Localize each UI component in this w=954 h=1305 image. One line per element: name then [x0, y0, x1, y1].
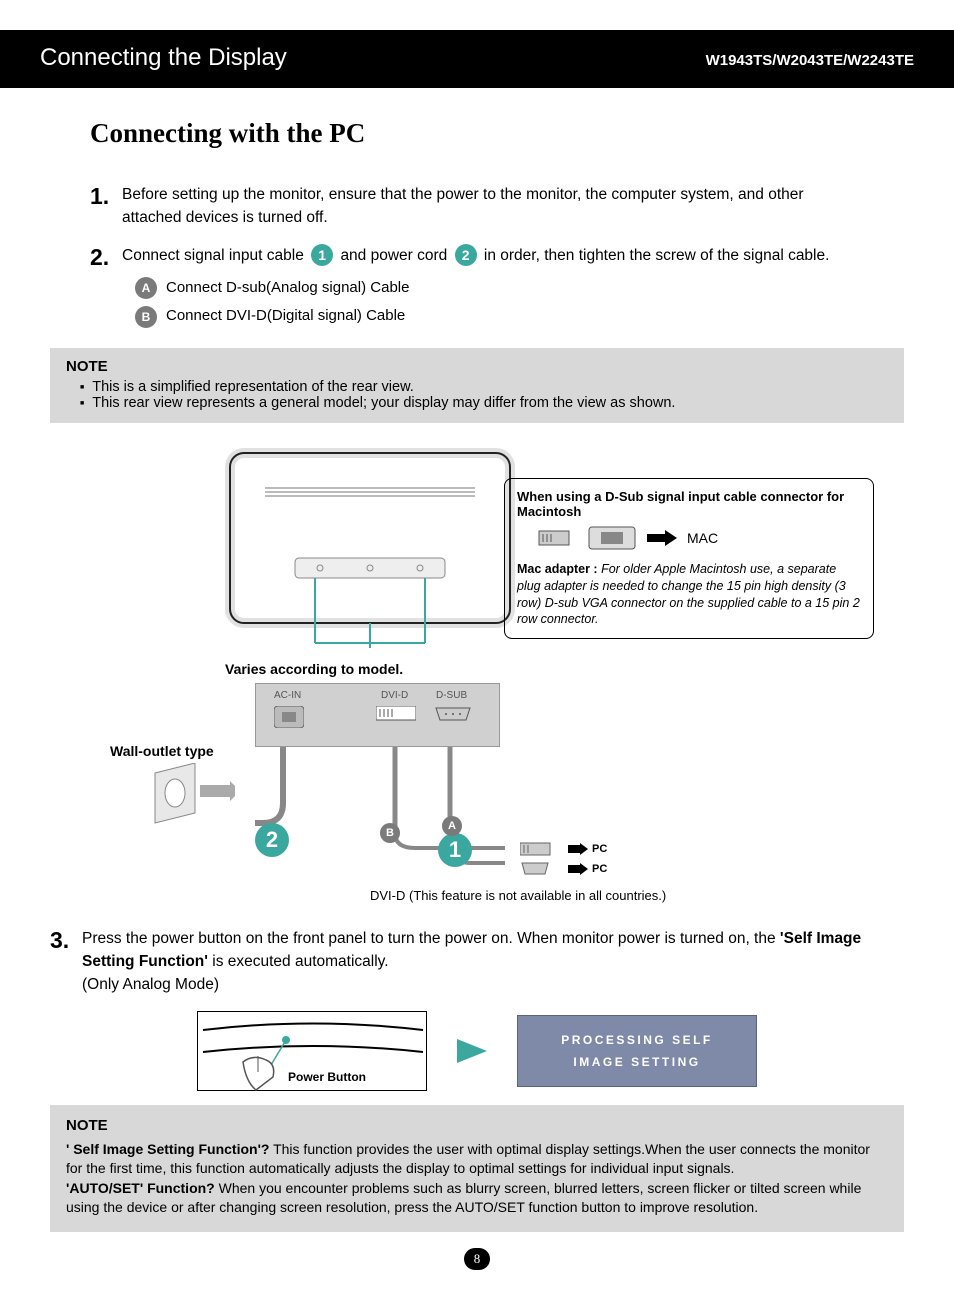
connector-icon: [537, 527, 577, 549]
note-bullet: This is a simplified representation of t…: [80, 379, 888, 395]
wall-outlet-icon: [145, 763, 235, 843]
dvid-port-icon: [376, 706, 416, 724]
step-number: 1.: [90, 179, 114, 230]
note-title: NOTE: [66, 358, 888, 375]
dsub-port-icon: [434, 706, 472, 724]
callout-heading: When using a D-Sub signal input cable co…: [517, 489, 861, 519]
step-number: 2.: [90, 240, 114, 334]
port-label-dsub: D-SUB: [436, 690, 467, 701]
pc-connector-2: PC: [520, 861, 607, 877]
cable-lines-icon: [255, 743, 515, 883]
badge-b-icon: B: [135, 306, 157, 328]
badge-2-icon: 2: [455, 244, 477, 266]
badge-1-large-icon: 1: [438, 833, 472, 867]
page-number: 8: [464, 1248, 490, 1270]
osd-message: PROCESSING SELF IMAGE SETTING: [517, 1015, 757, 1087]
substep-b: B Connect DVI-D(Digital signal) Cable: [132, 305, 864, 328]
header-models: W1943TS/W2043TE/W2243TE: [706, 52, 914, 69]
arrow-right-icon: [647, 530, 677, 546]
port-label-acin: AC-IN: [274, 690, 301, 701]
substep-text: Connect D-sub(Analog signal) Cable: [166, 277, 409, 300]
arrow-right-icon: [568, 863, 588, 875]
panel-row: Power Button PROCESSING SELF IMAGE SETTI…: [50, 1011, 904, 1091]
wall-outlet-label: Wall-outlet type: [110, 743, 214, 759]
mac-label: MAC: [687, 530, 718, 546]
osd-line-2: IMAGE SETTING: [573, 1055, 700, 1069]
badge-1-icon: 1: [311, 244, 333, 266]
diagram: When using a D-Sub signal input cable co…: [50, 443, 904, 913]
step-2: 2. Connect signal input cable 1 and powe…: [90, 240, 864, 334]
osd-line-1: PROCESSING SELF: [561, 1033, 713, 1047]
pc-connector-1: PC: [520, 841, 607, 857]
step-text: Before setting up the monitor, ensure th…: [122, 179, 864, 230]
step-text: and power cord: [340, 247, 451, 264]
substep-text: Connect DVI-D(Digital signal) Cable: [166, 305, 405, 328]
note-box-1: NOTE This is a simplified representation…: [50, 348, 904, 423]
power-button-label: Power Button: [288, 1070, 366, 1084]
badge-a-small-icon: A: [442, 816, 462, 836]
step-number: 3.: [50, 923, 74, 997]
varies-label: Varies according to model.: [225, 661, 403, 677]
section-title: Connecting with the PC: [90, 118, 904, 149]
port-panel: AC-IN DVI-D D-SUB: [255, 683, 500, 747]
front-panel-illustration: Power Button: [197, 1011, 427, 1091]
step-1: 1. Before setting up the monitor, ensure…: [90, 179, 864, 230]
note-title: NOTE: [66, 1115, 888, 1136]
substep-a: A Connect D-sub(Analog signal) Cable: [132, 277, 864, 300]
arrow-right-icon: [457, 1039, 487, 1063]
badge-a-icon: A: [135, 277, 157, 299]
badge-2-large-icon: 2: [255, 823, 289, 857]
dvi-note: DVI-D (This feature is not available in …: [370, 888, 666, 903]
mac-callout: When using a D-Sub signal input cable co…: [504, 478, 874, 640]
step-text: in order, then tighten the screw of the …: [484, 247, 830, 264]
port-label-dvid: DVI-D: [381, 690, 408, 701]
step-text: Connect signal input cable: [122, 247, 308, 264]
monitor-rear-icon: [225, 448, 515, 648]
step-3: 3. Press the power button on the front p…: [50, 923, 904, 997]
mac-adapter-text: Mac adapter : For older Apple Macintosh …: [517, 561, 861, 629]
header-title: Connecting the Display: [40, 44, 287, 72]
note-box-2: NOTE ' Self Image Setting Function'? Thi…: [50, 1105, 904, 1232]
connector-icon: [520, 861, 564, 877]
arrow-right-icon: [568, 843, 588, 855]
step-text: is executed automatically.: [212, 953, 388, 970]
adapter-icon: [587, 525, 637, 551]
page-number-container: 8: [50, 1248, 904, 1270]
acin-port-icon: [274, 706, 304, 728]
note-bullet: This rear view represents a general mode…: [80, 395, 888, 411]
note-question: ' Self Image Setting Function'?: [66, 1141, 269, 1157]
note-question: 'AUTO/SET' Function?: [66, 1180, 215, 1196]
header-bar: Connecting the Display W1943TS/W2043TE/W…: [0, 30, 954, 88]
step-text: Press the power button on the front pane…: [82, 930, 780, 947]
step-text: (Only Analog Mode): [82, 976, 219, 993]
badge-b-small-icon: B: [380, 823, 400, 843]
connector-icon: [520, 841, 564, 857]
